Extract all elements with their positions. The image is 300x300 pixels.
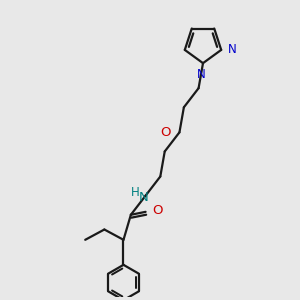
Text: N: N [138, 190, 148, 204]
Text: O: O [161, 126, 171, 139]
Text: N: N [228, 44, 236, 56]
Text: N: N [197, 68, 206, 81]
Text: O: O [152, 204, 163, 217]
Text: H: H [131, 186, 140, 199]
